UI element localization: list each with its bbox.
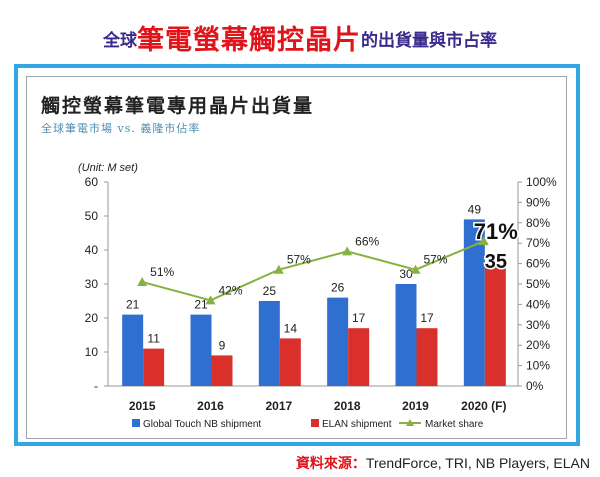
- legend-swatch-elan: [311, 419, 319, 427]
- elan-shipment-label: 9: [219, 338, 226, 352]
- y-right-tick-label: 30%: [526, 318, 550, 332]
- legend-swatch-global: [132, 419, 140, 427]
- elan-shipment-label: 14: [284, 321, 298, 335]
- global-shipment-bar: [122, 314, 144, 386]
- y-right-tick-label: 20%: [526, 338, 550, 352]
- global-shipment-bar: [395, 284, 417, 386]
- y-left-tick-label: 60: [85, 175, 99, 189]
- global-shipment-label: 30: [399, 267, 413, 281]
- y-right-tick-label: 0%: [526, 379, 544, 393]
- market-share-label: 57%: [287, 253, 311, 267]
- y-right-tick-label: 80%: [526, 216, 550, 230]
- y-left-tick-label: 30: [85, 277, 99, 291]
- headline-suffix: 的出貨量與市占率: [361, 31, 497, 51]
- market-share-label: 66%: [355, 234, 379, 248]
- global-shipment-label: 21: [194, 298, 208, 312]
- market-share-point: [137, 276, 148, 286]
- chart-title: 觸控螢幕筆電專用晶片出貨量: [41, 95, 315, 117]
- global-shipment-bar: [327, 297, 349, 386]
- y-right-tick-label: 60%: [526, 257, 550, 271]
- elan-shipment-label-2020: 35: [485, 251, 507, 273]
- elan-shipment-label: 17: [420, 311, 434, 325]
- legend-label-share: Market share: [425, 419, 484, 430]
- y-right-tick-label: 90%: [526, 195, 550, 209]
- headline: 全球筆電螢幕觸控晶片的出貨量與市占率: [0, 18, 600, 57]
- x-tick-label: 2017: [265, 399, 292, 413]
- y-right-tick-label: 70%: [526, 236, 550, 250]
- elan-shipment-bar: [416, 328, 438, 386]
- y-right-tick-label: 100%: [526, 175, 557, 189]
- market-share-point: [205, 295, 216, 305]
- elan-shipment-label: 11: [147, 332, 160, 346]
- headline-emphasis: 筆電螢幕觸控晶片: [137, 25, 361, 56]
- legend-label-global: Global Touch NB shipment: [143, 419, 261, 430]
- market-share-point: [478, 236, 489, 246]
- y-left-tick-label: 40: [85, 243, 99, 257]
- legend-marker-share: [406, 419, 414, 426]
- y-left-tick-label: -: [94, 379, 98, 393]
- elan-shipment-bar: [348, 328, 370, 386]
- y-left-tick-label: 50: [85, 209, 99, 223]
- market-share-line: [141, 240, 485, 302]
- global-shipment-bar: [258, 301, 280, 386]
- global-shipment-bar: [190, 314, 212, 386]
- global-shipment-label: 21: [126, 298, 140, 312]
- elan-shipment-bar: [211, 355, 233, 386]
- source-label: 資料來源：: [295, 455, 366, 471]
- x-tick-label: 2019: [402, 399, 429, 413]
- y-right-tick-label: 50%: [526, 277, 550, 291]
- headline-prefix: 全球: [103, 31, 137, 51]
- market-share-point: [273, 264, 284, 274]
- elan-shipment-label: 17: [352, 311, 366, 325]
- market-share-label-2020: 71%: [474, 219, 518, 244]
- x-tick-label: 2016: [197, 399, 224, 413]
- market-share-point: [342, 246, 353, 256]
- market-share-label: 57%: [424, 253, 448, 267]
- global-shipment-bar: [463, 219, 485, 386]
- market-share-point: [410, 264, 421, 274]
- y-left-tick-label: 10: [85, 345, 99, 359]
- y-left-tick-label: 20: [85, 311, 99, 325]
- legend-label-elan: ELAN shipment: [322, 419, 392, 430]
- elan-shipment-bar: [143, 348, 165, 386]
- elan-shipment-bar: [279, 338, 301, 386]
- source-note: 資料來源：TrendForce, TRI, NB Players, ELAN: [296, 453, 590, 473]
- source-text: TrendForce, TRI, NB Players, ELAN: [365, 455, 590, 471]
- market-share-label: 42%: [219, 283, 243, 297]
- y-right-tick-label: 10%: [526, 359, 550, 373]
- x-tick-label: 2015: [129, 399, 156, 413]
- global-shipment-label: 25: [263, 284, 277, 298]
- global-shipment-label: 26: [331, 281, 345, 295]
- chart-subtitle: 全球筆電市場 vs. 義隆市佔率: [41, 122, 201, 135]
- x-tick-label: 2018: [334, 399, 361, 413]
- global-shipment-label: 49: [468, 202, 482, 216]
- unit-label: (Unit: M set): [78, 162, 138, 174]
- y-right-tick-label: 40%: [526, 297, 550, 311]
- elan-shipment-bar: [484, 267, 506, 386]
- x-tick-label: 2020 (F): [461, 399, 506, 413]
- market-share-label: 51%: [150, 265, 174, 279]
